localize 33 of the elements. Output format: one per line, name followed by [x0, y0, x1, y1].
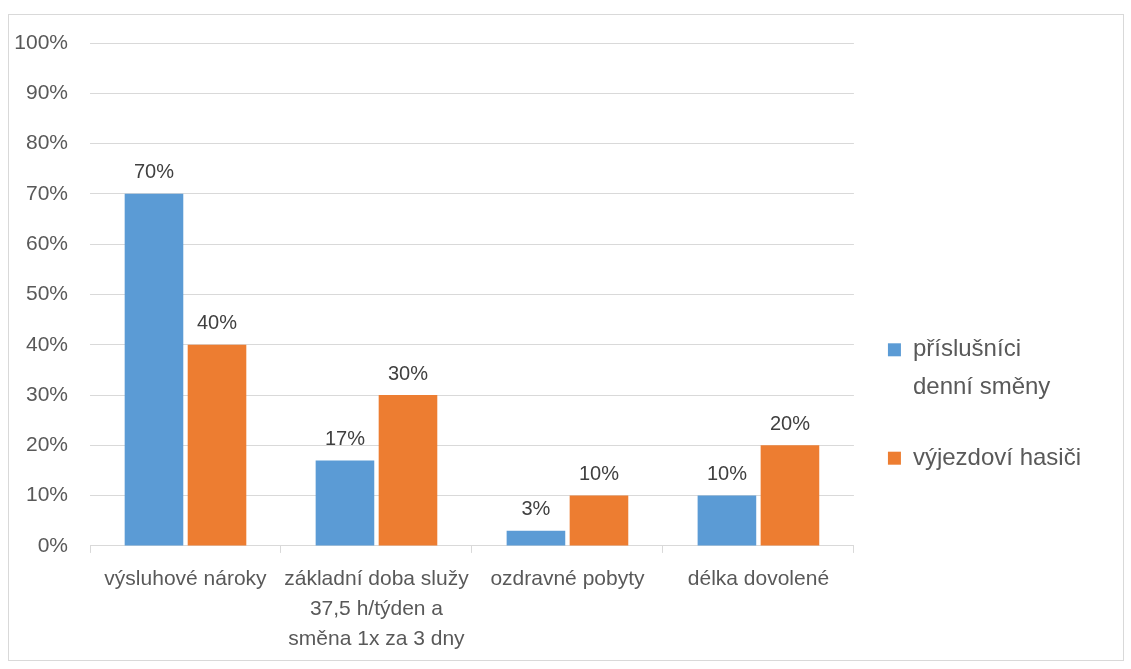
- y-tick-label: 100%: [14, 29, 68, 53]
- legend-label: výjezdoví hasiči: [912, 442, 1082, 470]
- data-label: 40%: [196, 311, 238, 334]
- data-label: 10%: [578, 462, 620, 485]
- y-tick-label: 70%: [25, 180, 68, 204]
- y-tick-label: 80%: [25, 130, 68, 154]
- data-label: 3%: [521, 497, 551, 520]
- data-label: 20%: [769, 411, 811, 434]
- data-label: 30%: [387, 361, 429, 384]
- bar: [378, 395, 438, 546]
- y-tick-label: 0%: [37, 532, 68, 556]
- x-tick-label: základní doba služy 37,5 h/týden a směna 1x za 3 dny: [284, 565, 470, 649]
- data-label: 10%: [706, 462, 748, 485]
- y-tick-label: 30%: [25, 381, 68, 405]
- x-tick-label: délka dovolené: [687, 565, 830, 589]
- bar: [187, 344, 247, 546]
- y-tick-label: 40%: [25, 331, 68, 355]
- data-label: 17%: [324, 426, 366, 449]
- y-tick-label: 90%: [25, 80, 68, 104]
- y-tick-label: 50%: [25, 281, 68, 305]
- y-tick-label: 60%: [25, 230, 68, 254]
- bar: [569, 495, 629, 546]
- y-tick-label: 10%: [25, 482, 68, 506]
- x-tick-label: ozdravné pobyty: [490, 565, 645, 589]
- y-tick-label: 20%: [25, 432, 68, 456]
- bar: [506, 530, 566, 546]
- bar: [124, 193, 184, 546]
- x-tick-label: výsluhové nároky: [104, 565, 268, 589]
- bar: [760, 445, 820, 546]
- data-label: 70%: [133, 160, 175, 183]
- legend-label: příslušníci denní směny: [912, 334, 1051, 399]
- bar: [697, 495, 757, 546]
- bar: [315, 460, 375, 546]
